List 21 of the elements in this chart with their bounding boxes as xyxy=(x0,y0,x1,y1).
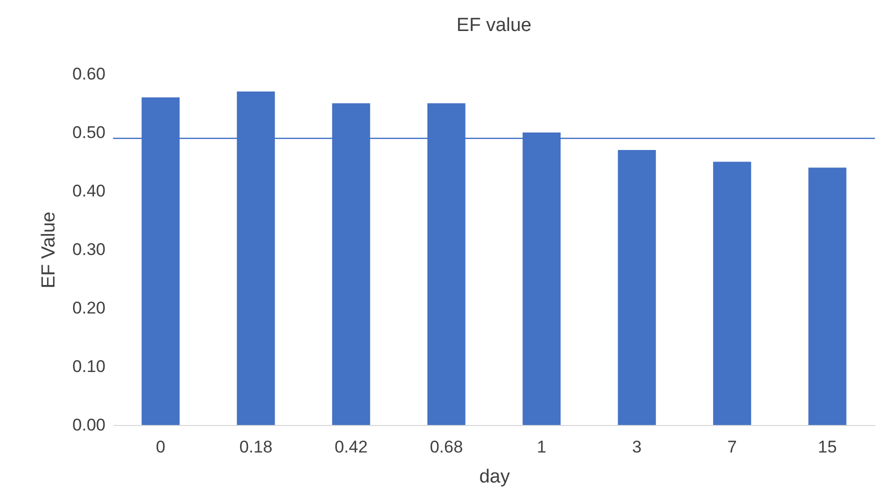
bar xyxy=(618,150,656,425)
bar xyxy=(808,168,846,425)
y-tick-label: 0.10 xyxy=(72,357,106,376)
y-tick-label: 0.20 xyxy=(72,298,106,318)
y-tick-label: 0.30 xyxy=(72,240,106,259)
y-tick-label: 0.60 xyxy=(72,64,106,84)
x-axis-title: day xyxy=(479,466,510,488)
x-tick-label: 0 xyxy=(156,438,166,456)
bar xyxy=(713,162,752,425)
x-tick-label: 7 xyxy=(727,438,737,456)
x-tick-label: 15 xyxy=(818,438,837,456)
x-tick-label: 0.68 xyxy=(430,438,463,456)
y-tick-label: 0.40 xyxy=(72,182,106,200)
y-tick-label: 0.50 xyxy=(72,123,106,142)
y-axis-title: EF Value xyxy=(38,212,60,288)
x-tick-label: 0.18 xyxy=(239,438,272,456)
y-tick-label: 0.00 xyxy=(72,416,106,434)
x-tick-label: 1 xyxy=(536,438,546,456)
x-tick-label: 0.42 xyxy=(334,438,368,456)
chart-title: EF value xyxy=(456,15,532,36)
x-tick-label: 3 xyxy=(632,438,642,456)
